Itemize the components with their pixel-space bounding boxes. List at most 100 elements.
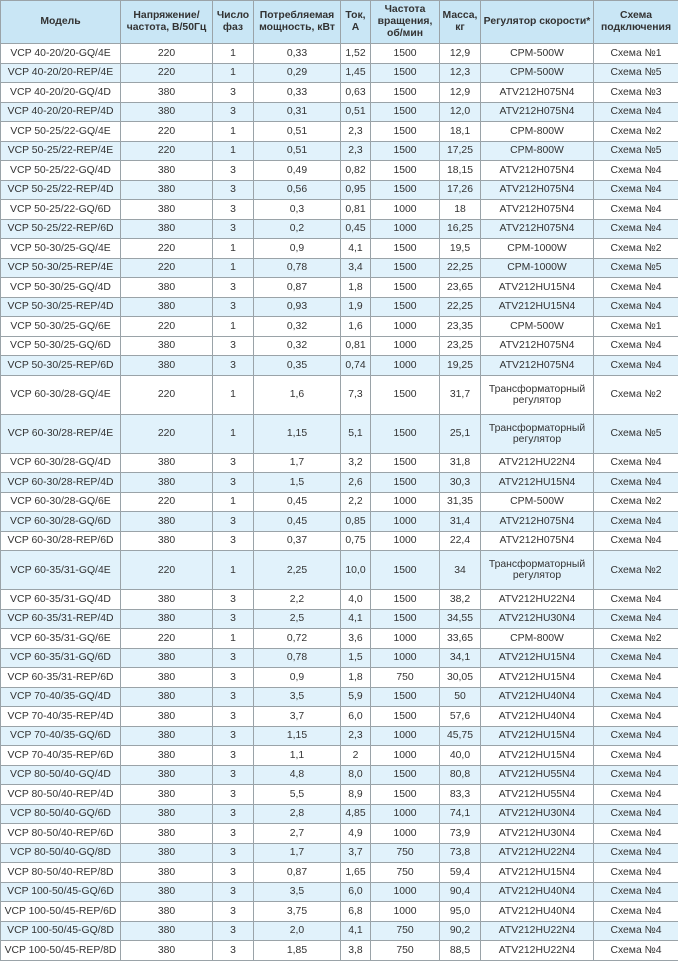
cell-power: 4,8: [254, 765, 341, 785]
cell-current: 1,6: [341, 317, 371, 337]
cell-regulator: CPM-500W: [481, 317, 594, 337]
header-voltage: Напряжение/ частота, В/50Гц: [121, 1, 213, 44]
cell-scheme: Схема №5: [594, 414, 678, 453]
cell-power: 0,32: [254, 336, 341, 356]
cell-scheme: Схема №4: [594, 804, 678, 824]
cell-mass: 17,26: [440, 180, 481, 200]
cell-phases: 1: [213, 492, 254, 512]
cell-power: 1,5: [254, 473, 341, 493]
cell-voltage: 380: [121, 200, 213, 220]
cell-power: 0,72: [254, 629, 341, 649]
cell-regulator: CPM-1000W: [481, 258, 594, 278]
cell-power: 0,78: [254, 258, 341, 278]
cell-phases: 3: [213, 902, 254, 922]
cell-voltage: 220: [121, 258, 213, 278]
cell-phases: 1: [213, 317, 254, 337]
cell-speed: 1500: [371, 180, 440, 200]
cell-power: 0,29: [254, 63, 341, 83]
cell-power: 2,25: [254, 551, 341, 590]
cell-speed: 1500: [371, 785, 440, 805]
cell-power: 2,7: [254, 824, 341, 844]
cell-voltage: 380: [121, 863, 213, 883]
cell-regulator: ATV212HU15N4: [481, 473, 594, 493]
cell-current: 4,1: [341, 239, 371, 259]
cell-speed: 1000: [371, 356, 440, 376]
cell-voltage: 380: [121, 219, 213, 239]
cell-model: VCP 50-25/22-REP/4E: [1, 141, 121, 161]
cell-mass: 90,4: [440, 882, 481, 902]
cell-speed: 750: [371, 921, 440, 941]
cell-mass: 33,65: [440, 629, 481, 649]
cell-speed: 1000: [371, 882, 440, 902]
cell-scheme: Схема №4: [594, 863, 678, 883]
cell-regulator: Трансформаторный регулятор: [481, 414, 594, 453]
cell-voltage: 380: [121, 804, 213, 824]
cell-model: VCP 50-30/25-GQ/4D: [1, 278, 121, 298]
cell-phases: 1: [213, 239, 254, 259]
cell-speed: 1000: [371, 824, 440, 844]
cell-scheme: Схема №4: [594, 726, 678, 746]
header-scheme: Схема подключения: [594, 1, 678, 44]
cell-model: VCP 70-40/35-GQ/6D: [1, 726, 121, 746]
cell-model: VCP 50-30/25-GQ/6D: [1, 336, 121, 356]
cell-current: 6,0: [341, 707, 371, 727]
cell-phases: 3: [213, 843, 254, 863]
cell-current: 10,0: [341, 551, 371, 590]
cell-scheme: Схема №4: [594, 843, 678, 863]
cell-phases: 3: [213, 863, 254, 883]
cell-phases: 1: [213, 258, 254, 278]
cell-model: VCP 50-25/22-GQ/4D: [1, 161, 121, 181]
cell-regulator: ATV212HU40N4: [481, 707, 594, 727]
cell-speed: 1500: [371, 609, 440, 629]
cell-speed: 1000: [371, 531, 440, 551]
cell-model: VCP 60-30/28-GQ/6E: [1, 492, 121, 512]
cell-scheme: Схема №4: [594, 512, 678, 532]
cell-power: 0,45: [254, 512, 341, 532]
cell-mass: 73,8: [440, 843, 481, 863]
cell-speed: 1500: [371, 239, 440, 259]
cell-voltage: 220: [121, 317, 213, 337]
cell-scheme: Схема №1: [594, 44, 678, 64]
cell-model: VCP 50-25/22-GQ/4E: [1, 122, 121, 142]
cell-power: 0,93: [254, 297, 341, 317]
cell-scheme: Схема №4: [594, 921, 678, 941]
cell-mass: 19,25: [440, 356, 481, 376]
cell-current: 2: [341, 746, 371, 766]
cell-model: VCP 60-30/28-REP/4D: [1, 473, 121, 493]
cell-model: VCP 80-50/40-GQ/8D: [1, 843, 121, 863]
cell-power: 0,78: [254, 648, 341, 668]
cell-regulator: ATV212H075N4: [481, 219, 594, 239]
cell-scheme: Схема №1: [594, 317, 678, 337]
cell-model: VCP 60-30/28-GQ/6D: [1, 512, 121, 532]
cell-voltage: 380: [121, 882, 213, 902]
cell-scheme: Схема №4: [594, 473, 678, 493]
cell-mass: 34,1: [440, 648, 481, 668]
cell-voltage: 380: [121, 609, 213, 629]
cell-mass: 31,4: [440, 512, 481, 532]
cell-power: 5,5: [254, 785, 341, 805]
cell-model: VCP 60-35/31-REP/4D: [1, 609, 121, 629]
cell-scheme: Схема №4: [594, 668, 678, 688]
cell-mass: 12,9: [440, 44, 481, 64]
cell-regulator: ATV212HU40N4: [481, 902, 594, 922]
cell-scheme: Схема №4: [594, 824, 678, 844]
cell-speed: 750: [371, 668, 440, 688]
cell-current: 0,74: [341, 356, 371, 376]
cell-speed: 1500: [371, 687, 440, 707]
cell-phases: 3: [213, 297, 254, 317]
cell-regulator: ATV212H075N4: [481, 200, 594, 220]
cell-voltage: 380: [121, 356, 213, 376]
cell-model: VCP 60-35/31-GQ/4D: [1, 590, 121, 610]
cell-scheme: Схема №2: [594, 551, 678, 590]
cell-regulator: CPM-800W: [481, 629, 594, 649]
